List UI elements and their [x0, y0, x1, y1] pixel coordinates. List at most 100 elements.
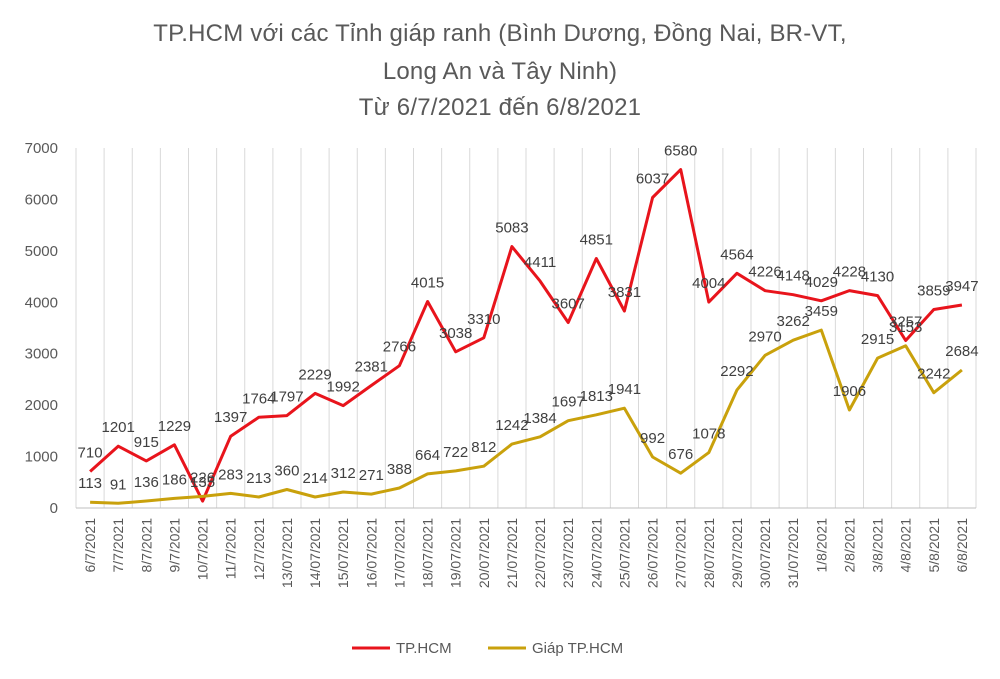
data-label: 1397 [214, 409, 247, 426]
x-tick-label: 17/07/2021 [391, 518, 407, 588]
data-label: 3459 [805, 303, 838, 320]
legend-label: Giáp TP.HCM [532, 640, 623, 657]
data-label: 1764 [242, 390, 275, 407]
data-label: 1201 [102, 419, 135, 436]
x-tick-label: 3/8/2021 [870, 518, 886, 573]
x-tick-label: 26/07/2021 [645, 518, 661, 588]
x-tick-label: 27/07/2021 [673, 518, 689, 588]
data-label: 1384 [523, 410, 556, 427]
data-label: 3310 [467, 311, 500, 328]
data-label: 664 [415, 447, 440, 464]
data-label: 4004 [692, 275, 725, 292]
data-label: 4411 [524, 254, 556, 271]
x-tick-label: 5/8/2021 [926, 518, 942, 573]
data-label: 4015 [411, 275, 444, 292]
y-tick-label: 2000 [25, 397, 58, 414]
x-tick-label: 8/7/2021 [138, 518, 154, 573]
x-tick-label: 1/8/2021 [813, 518, 829, 573]
data-label: 4228 [833, 264, 866, 281]
y-tick-label: 0 [50, 500, 58, 517]
x-tick-label: 28/07/2021 [701, 518, 717, 588]
x-tick-label: 14/07/2021 [307, 518, 323, 588]
x-tick-label: 18/07/2021 [420, 518, 436, 588]
data-label: 2684 [945, 343, 978, 360]
data-label: 312 [331, 465, 356, 482]
data-label: 135 [190, 474, 215, 491]
data-label: 3947 [945, 278, 978, 295]
data-label: 360 [274, 462, 299, 479]
x-tick-label: 29/07/2021 [729, 518, 745, 588]
x-tick-label: 9/7/2021 [166, 518, 182, 573]
data-label: 136 [134, 474, 159, 491]
data-label: 91 [110, 476, 127, 493]
x-tick-label: 19/07/2021 [448, 518, 464, 588]
data-label: 1229 [158, 418, 191, 435]
x-tick-label: 7/7/2021 [110, 518, 126, 573]
data-label: 4851 [580, 232, 613, 249]
chart-title-line-1: TP.HCM với các Tỉnh giáp ranh (Bình Dươn… [153, 20, 847, 47]
y-tick-label: 4000 [25, 294, 58, 311]
chart-title-line-2: Long An và Tây Ninh) [382, 58, 618, 85]
data-label: 915 [134, 434, 159, 451]
data-label: 3831 [608, 284, 641, 301]
data-label: 2915 [861, 331, 894, 348]
x-tick-label: 12/7/2021 [251, 518, 267, 580]
x-tick-label: 11/7/2021 [223, 518, 239, 579]
legend-label: TP.HCM [396, 640, 452, 657]
data-label: 4564 [720, 246, 753, 263]
data-label: 4130 [861, 269, 894, 286]
data-label: 2381 [355, 359, 388, 376]
series-line-giap-tphcm [90, 328, 963, 505]
data-label: 2766 [383, 339, 416, 356]
data-label: 4226 [748, 264, 781, 281]
data-label: 3038 [439, 325, 472, 342]
data-label: 812 [471, 439, 496, 456]
data-label: 2229 [298, 366, 331, 383]
data-label: 710 [78, 444, 103, 461]
data-label: 2292 [720, 363, 753, 380]
data-label: 214 [303, 470, 328, 487]
data-label: 3607 [552, 295, 585, 312]
data-label: 186 [162, 471, 187, 488]
y-tick-label: 3000 [25, 346, 58, 363]
x-tick-label: 2/8/2021 [841, 518, 857, 573]
x-tick-label: 16/07/2021 [363, 518, 379, 588]
y-tick-label: 7000 [25, 140, 58, 157]
x-tick-label: 21/07/2021 [504, 518, 520, 588]
data-label: 1797 [270, 389, 303, 406]
data-label: 213 [246, 470, 271, 487]
x-tick-label: 24/07/2021 [588, 518, 604, 588]
data-label: 2970 [748, 328, 781, 345]
x-tick-label: 23/07/2021 [560, 518, 576, 588]
data-label: 722 [443, 444, 468, 461]
data-label: 271 [359, 467, 384, 484]
x-tick-label: 25/07/2021 [616, 518, 632, 588]
data-label: 1078 [692, 426, 725, 443]
x-tick-label: 15/07/2021 [335, 518, 351, 588]
x-tick-label: 13/07/2021 [279, 518, 295, 588]
data-label: 6037 [636, 171, 669, 188]
data-label: 3262 [777, 313, 810, 330]
data-label: 676 [668, 446, 693, 463]
data-label: 1992 [327, 379, 360, 396]
data-label: 3859 [917, 283, 950, 300]
x-tick-label: 31/07/2021 [785, 518, 801, 588]
data-label: 1906 [833, 383, 866, 400]
x-tick-label: 10/7/2021 [195, 518, 211, 580]
data-label: 4029 [805, 274, 838, 291]
data-label: 1242 [495, 417, 528, 434]
x-tick-label: 22/07/2021 [532, 518, 548, 588]
y-tick-label: 1000 [25, 449, 58, 466]
x-tick-label: 30/07/2021 [757, 518, 773, 588]
data-label: 1941 [608, 381, 641, 398]
chart-title-line-3: Từ 6/7/2021 đến 6/8/2021 [358, 94, 642, 121]
data-label: 1697 [552, 394, 585, 411]
x-tick-label: 20/07/2021 [476, 518, 492, 588]
data-label: 283 [218, 466, 243, 483]
x-tick-label: 6/8/2021 [954, 518, 970, 573]
data-label: 3153 [889, 319, 922, 336]
data-label: 113 [78, 475, 102, 492]
y-tick-label: 5000 [25, 243, 58, 260]
